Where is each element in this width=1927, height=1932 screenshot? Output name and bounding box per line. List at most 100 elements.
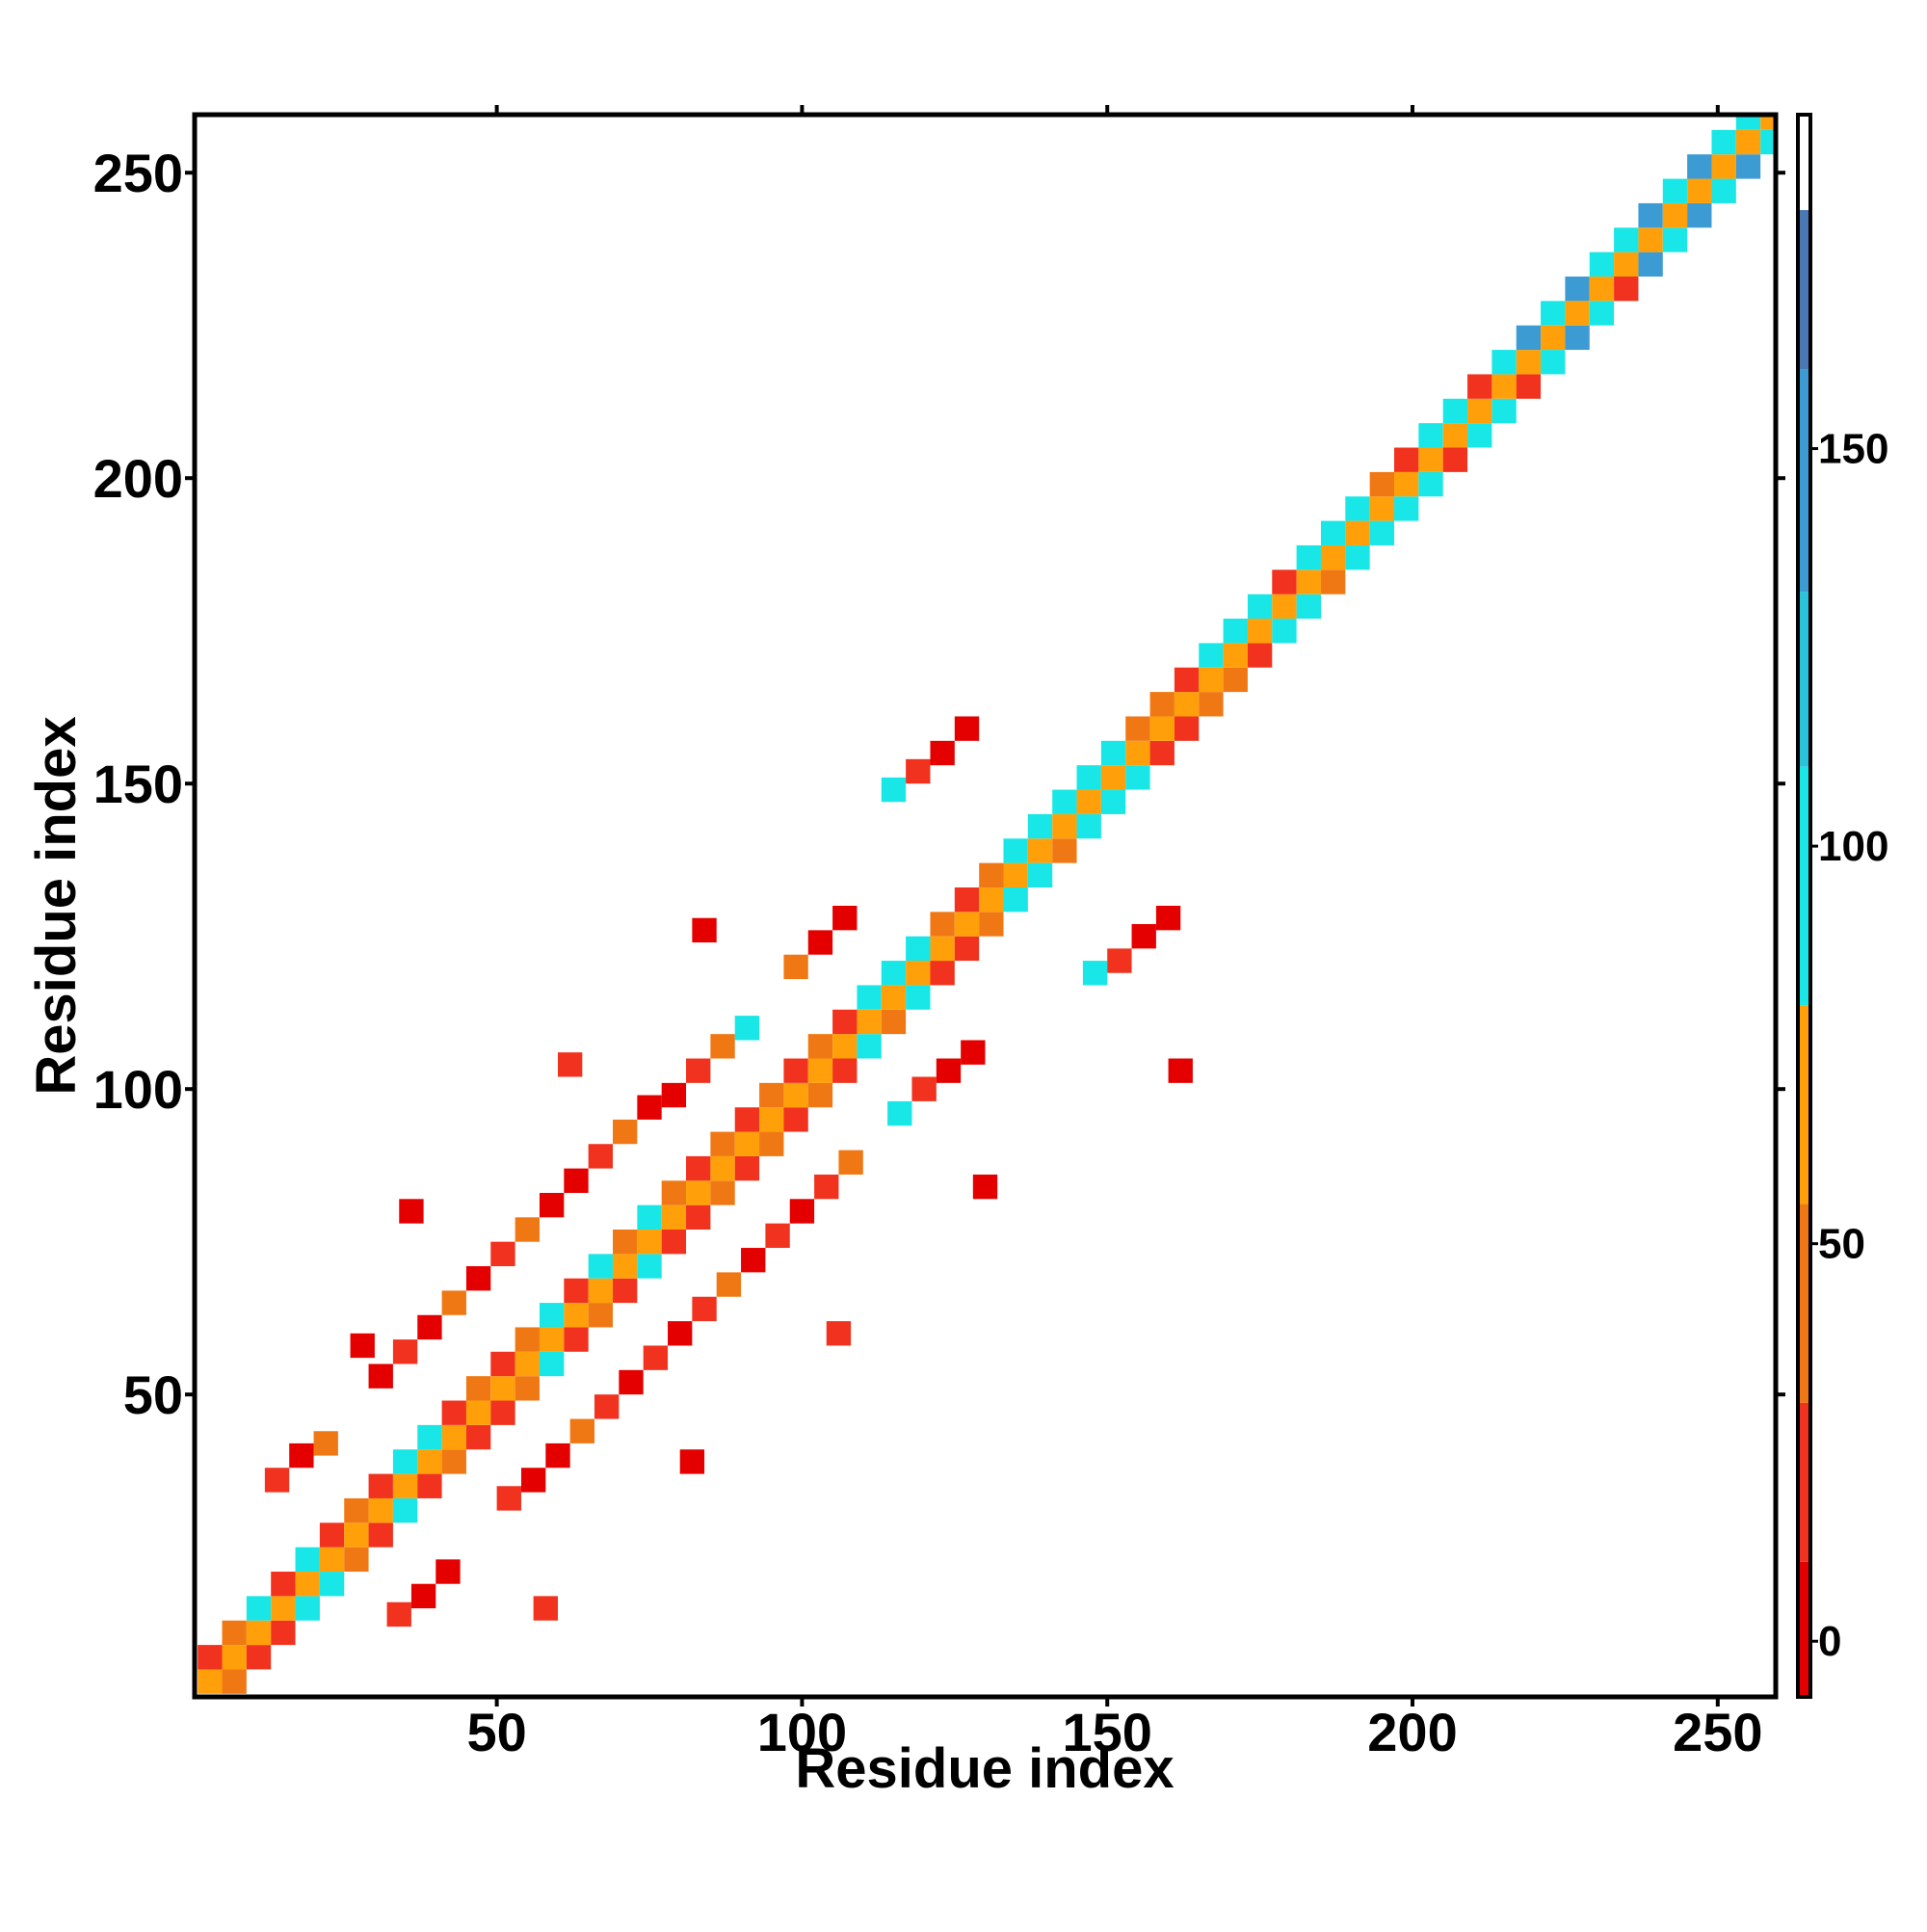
colorbar-frame [1796, 113, 1812, 1699]
heatmap-cell [1100, 789, 1126, 814]
heatmap-cell [490, 1351, 515, 1377]
heatmap-cell [564, 1327, 589, 1352]
heatmap-cell [1491, 374, 1517, 399]
heatmap-cell [515, 1327, 540, 1352]
heatmap-cell [1296, 544, 1321, 570]
heatmap-cell [350, 1333, 375, 1359]
heatmap-cell [826, 1321, 852, 1346]
colorbar-segment [1798, 1402, 1810, 1562]
x-tick-label: 50 [466, 1702, 526, 1762]
heatmap-cell [1516, 350, 1542, 375]
heatmap-cell [1320, 569, 1346, 595]
heatmap-cell [1345, 544, 1370, 570]
heatmap-cell [783, 954, 808, 980]
heatmap-cell [783, 1058, 808, 1083]
heatmap-cell [1565, 325, 1590, 351]
heatmap-cell [1442, 398, 1468, 424]
heatmap-cell [619, 1369, 644, 1395]
colorbar-tick-label: 100 [1818, 823, 1888, 870]
heatmap-cell [417, 1424, 442, 1450]
heatmap-cell [1614, 251, 1639, 278]
heatmap-cell [1027, 838, 1053, 863]
heatmap-cell [1491, 398, 1517, 424]
heatmap-cell [588, 1144, 614, 1169]
heatmap-cell [637, 1254, 662, 1279]
heatmap-cell [881, 985, 907, 1010]
colorbar-segment [1798, 1204, 1810, 1403]
heatmap-cell [1052, 813, 1077, 839]
heatmap-cell [979, 887, 1004, 913]
heatmap-cell [759, 1107, 784, 1132]
heatmap-cell [857, 1009, 882, 1035]
heatmap-cell [783, 1082, 808, 1108]
heatmap-cell [441, 1449, 466, 1474]
heatmap-cell [1125, 765, 1150, 790]
heatmap-cell [465, 1266, 491, 1291]
heatmap-cell [1168, 1058, 1193, 1083]
heatmap-cell [906, 985, 931, 1010]
heatmap-cell [1174, 692, 1200, 717]
heatmap-cell [1052, 789, 1077, 814]
heatmap-cell [1760, 129, 1776, 155]
heatmap-cell [1394, 471, 1419, 497]
heatmap-cell [1320, 520, 1346, 545]
heatmap-cell [613, 1254, 638, 1279]
heatmap-cell [832, 1034, 858, 1059]
heatmap-cell [1589, 251, 1615, 278]
heatmap-cell [1223, 667, 1248, 693]
heatmap-cell [686, 1058, 711, 1083]
heatmap-cell [972, 1174, 998, 1200]
heatmap-cell [271, 1596, 296, 1621]
heatmap-cell [930, 912, 955, 937]
heatmap-cell [1711, 178, 1736, 203]
heatmap-cell [465, 1400, 491, 1425]
heatmap-cell [1100, 740, 1126, 766]
heatmap-cell [1516, 374, 1542, 399]
heatmap-cell [392, 1449, 418, 1474]
heatmap-cell [1247, 594, 1273, 620]
heatmap-cell [783, 1107, 808, 1132]
heatmap-cell [271, 1572, 296, 1597]
heatmap-cell [789, 1199, 815, 1224]
heatmap-cell [1394, 447, 1419, 472]
heatmap-cell [734, 1016, 760, 1041]
heatmap-cell [1687, 202, 1712, 228]
colorbar-segment [1798, 766, 1810, 1006]
heatmap-cell [1296, 569, 1321, 595]
heatmap-cell [692, 917, 717, 943]
heatmap-cell [1199, 692, 1224, 717]
heatmap-cell [1662, 202, 1688, 228]
heatmap-cell [1662, 178, 1688, 203]
heatmap-cell [319, 1547, 345, 1573]
heatmap-cell [319, 1572, 345, 1597]
heatmap-cell [1614, 277, 1639, 302]
heatmap-cell [613, 1230, 638, 1255]
heatmap-cell [198, 1645, 223, 1670]
heatmap-cell [222, 1669, 247, 1694]
heatmap-cell [1052, 838, 1077, 863]
heatmap-cell [643, 1345, 669, 1370]
heatmap-cell [368, 1497, 393, 1523]
heatmap-cell [734, 1131, 760, 1156]
heatmap-cell [1174, 716, 1200, 741]
heatmap-cell [661, 1180, 687, 1205]
heatmap-cell [588, 1254, 614, 1279]
heatmap-cell [1296, 594, 1321, 620]
heatmap-cell [295, 1547, 320, 1573]
heatmap-cell [588, 1278, 614, 1304]
heatmap-cell [392, 1339, 418, 1364]
heatmap-cell [1247, 619, 1273, 644]
heatmap-cell [686, 1204, 711, 1231]
heatmap-cell [1442, 423, 1468, 448]
heatmap-cell [1467, 423, 1492, 448]
heatmap-cell [710, 1180, 735, 1205]
heatmap-cell [1125, 740, 1150, 766]
heatmap-cell [465, 1376, 491, 1401]
heatmap-cell [533, 1596, 558, 1621]
heatmap-cell [539, 1351, 565, 1377]
heatmap-cell [1223, 619, 1248, 644]
heatmap-cell [765, 1223, 790, 1249]
heatmap-cell [807, 1034, 833, 1059]
heatmap-cell [881, 777, 907, 803]
